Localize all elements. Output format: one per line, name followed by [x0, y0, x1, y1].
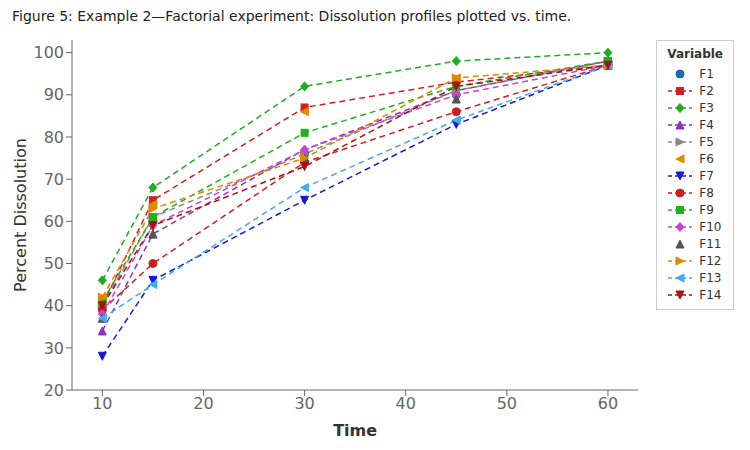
svg-text:90: 90	[44, 85, 64, 104]
svg-text:Time: Time	[333, 421, 377, 440]
html-text:F4: F4	[699, 117, 714, 132]
svg-text:30: 30	[294, 394, 314, 413]
html-text:F1: F1	[699, 66, 714, 81]
html-text:F9: F9	[699, 202, 714, 217]
html-text:F3: F3	[699, 100, 714, 115]
html-text:F11: F11	[699, 236, 722, 251]
html-text:Variable: Variable	[667, 47, 723, 61]
html-text:F12: F12	[699, 253, 722, 268]
svg-text:40: 40	[44, 296, 64, 315]
svg-text:20: 20	[44, 381, 64, 400]
html-text:F6: F6	[699, 151, 714, 166]
html-text:Figure 5: Example 2—Factorial: Figure 5: Example 2—Factorial experiment…	[12, 8, 572, 24]
svg-text:60: 60	[44, 212, 64, 231]
svg-text:60: 60	[598, 394, 618, 413]
html-text:F10: F10	[699, 219, 722, 234]
svg-text:50: 50	[497, 394, 517, 413]
svg-text:30: 30	[44, 339, 64, 358]
html-text:F7: F7	[699, 168, 714, 183]
svg-text:70: 70	[44, 170, 64, 189]
html-text:F5: F5	[699, 134, 714, 149]
html-text:F14: F14	[699, 287, 722, 302]
html-text:F13: F13	[699, 270, 722, 285]
svg-text:20: 20	[193, 394, 213, 413]
svg-text:40: 40	[396, 394, 416, 413]
html-text:F8: F8	[699, 185, 714, 200]
svg-text:50: 50	[44, 254, 64, 273]
html-text:F2: F2	[699, 83, 714, 98]
svg-text:10: 10	[92, 394, 112, 413]
svg-text:Percent Dissolution: Percent Dissolution	[11, 138, 30, 292]
svg-text:100: 100	[33, 43, 64, 62]
svg-text:80: 80	[44, 128, 64, 147]
